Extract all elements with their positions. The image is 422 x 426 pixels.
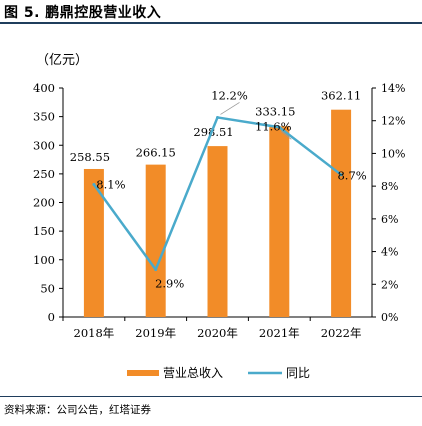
label-leader-line [220,102,240,115]
bar [331,109,352,318]
y-right-tick-label: 8% [381,180,398,193]
y-left-tick-label: 200 [33,196,55,210]
bar-series: 258.55 266.15 298.51 333.15 362.11 [70,89,361,318]
source-rule [0,396,422,397]
y-right-tick-label: 4% [381,246,398,259]
x-tick-label: 2018年 [74,326,115,340]
y-right-tick-label: 10% [381,147,405,160]
line-point [92,183,96,187]
line-data-label: 11.6% [255,119,292,133]
y-right-tick-label: 0% [381,311,398,324]
x-tick-label: 2019年 [135,326,176,340]
y-unit-label: （亿元） [36,53,88,68]
line-point [339,173,343,177]
figure-title: 图 5. 鹏鼎控股营业收入 [4,5,162,21]
line-data-label: 12.2% [211,88,248,102]
bar-data-label: 333.15 [255,104,295,118]
y-right-tick-label: 14% [381,82,405,95]
y-left-tick-label: 400 [33,81,55,95]
axes: 0 50 100 150 200 250 300 350 400 0% 2% 4% 6% 8% 10% 12%… [33,81,405,340]
y-left-tick-label: 300 [33,138,55,152]
title-rule [0,22,422,24]
y-left-tick-label: 150 [33,224,55,238]
y-left-tick-label: 350 [33,110,55,124]
bar [207,146,228,317]
line-series: 8.1% 2.9% 12.2% 11.6% 8.7% [92,88,367,291]
bar-data-label: 266.15 [136,146,176,160]
legend-bar-swatch [127,370,159,376]
legend-line-label: 同比 [286,366,310,380]
y-left-tick-label: 100 [33,253,55,267]
line-point [154,268,158,272]
y-right-tick-label: 12% [381,115,405,128]
x-tick-label: 2022年 [321,326,362,340]
source-note: 资料来源：公司公告，红塔证券 [4,404,151,416]
bar-data-label: 298.51 [193,125,233,139]
bar-data-label: 362.11 [321,89,361,103]
y-left-tick-label: 0 [48,310,55,324]
bar-data-label: 258.55 [70,150,110,164]
bar [269,126,290,317]
legend: 营业总收入 同比 [127,366,310,380]
label-leader-line [281,130,292,140]
y-left-tick-label: 250 [33,167,55,181]
y-left-tick-label: 50 [40,281,55,295]
line-data-label: 2.9% [155,277,184,291]
y-right-tick-label: 6% [381,213,398,226]
line-data-label: 8.7% [337,169,366,183]
bar [83,168,104,317]
line-point [216,115,219,119]
x-tick-label: 2020年 [197,326,238,340]
line-point [277,125,281,129]
bar [145,164,166,317]
legend-bar-label: 营业总收入 [163,366,223,380]
y-right-tick-label: 2% [381,278,398,291]
x-tick-label: 2021年 [259,326,300,340]
line-data-label: 8.1% [96,178,125,192]
